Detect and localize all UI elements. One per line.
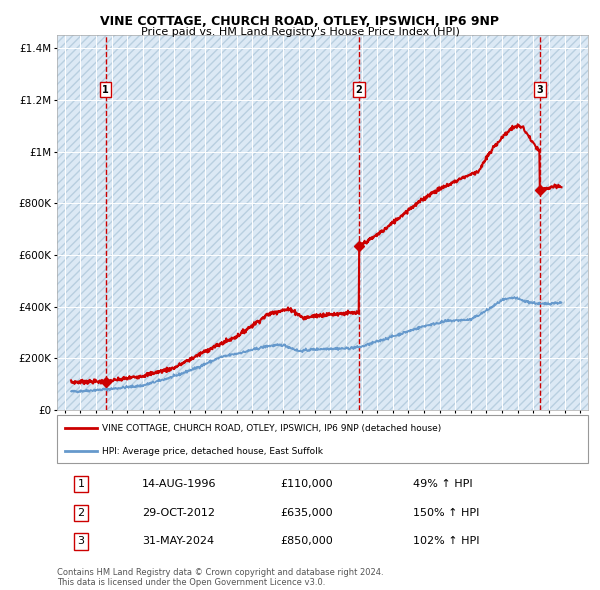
Text: 29-OCT-2012: 29-OCT-2012 bbox=[142, 508, 215, 517]
Text: £110,000: £110,000 bbox=[280, 479, 332, 489]
Text: 1: 1 bbox=[103, 85, 109, 95]
Text: 49% ↑ HPI: 49% ↑ HPI bbox=[413, 479, 472, 489]
Text: £635,000: £635,000 bbox=[280, 508, 332, 517]
Text: 150% ↑ HPI: 150% ↑ HPI bbox=[413, 508, 479, 517]
Text: 102% ↑ HPI: 102% ↑ HPI bbox=[413, 536, 479, 546]
Text: 31-MAY-2024: 31-MAY-2024 bbox=[142, 536, 214, 546]
Text: VINE COTTAGE, CHURCH ROAD, OTLEY, IPSWICH, IP6 9NP: VINE COTTAGE, CHURCH ROAD, OTLEY, IPSWIC… bbox=[101, 15, 499, 28]
Text: 3: 3 bbox=[536, 85, 543, 95]
Text: £850,000: £850,000 bbox=[280, 536, 333, 546]
Text: 1: 1 bbox=[77, 479, 85, 489]
Text: Price paid vs. HM Land Registry's House Price Index (HPI): Price paid vs. HM Land Registry's House … bbox=[140, 27, 460, 37]
FancyBboxPatch shape bbox=[57, 415, 588, 463]
Text: VINE COTTAGE, CHURCH ROAD, OTLEY, IPSWICH, IP6 9NP (detached house): VINE COTTAGE, CHURCH ROAD, OTLEY, IPSWIC… bbox=[102, 424, 442, 433]
Text: 2: 2 bbox=[77, 508, 85, 517]
Text: This data is licensed under the Open Government Licence v3.0.: This data is licensed under the Open Gov… bbox=[57, 578, 325, 587]
Text: 14-AUG-1996: 14-AUG-1996 bbox=[142, 479, 217, 489]
Text: 3: 3 bbox=[77, 536, 85, 546]
Text: Contains HM Land Registry data © Crown copyright and database right 2024.: Contains HM Land Registry data © Crown c… bbox=[57, 568, 383, 576]
Text: 2: 2 bbox=[356, 85, 362, 95]
Text: HPI: Average price, detached house, East Suffolk: HPI: Average price, detached house, East… bbox=[102, 447, 323, 455]
